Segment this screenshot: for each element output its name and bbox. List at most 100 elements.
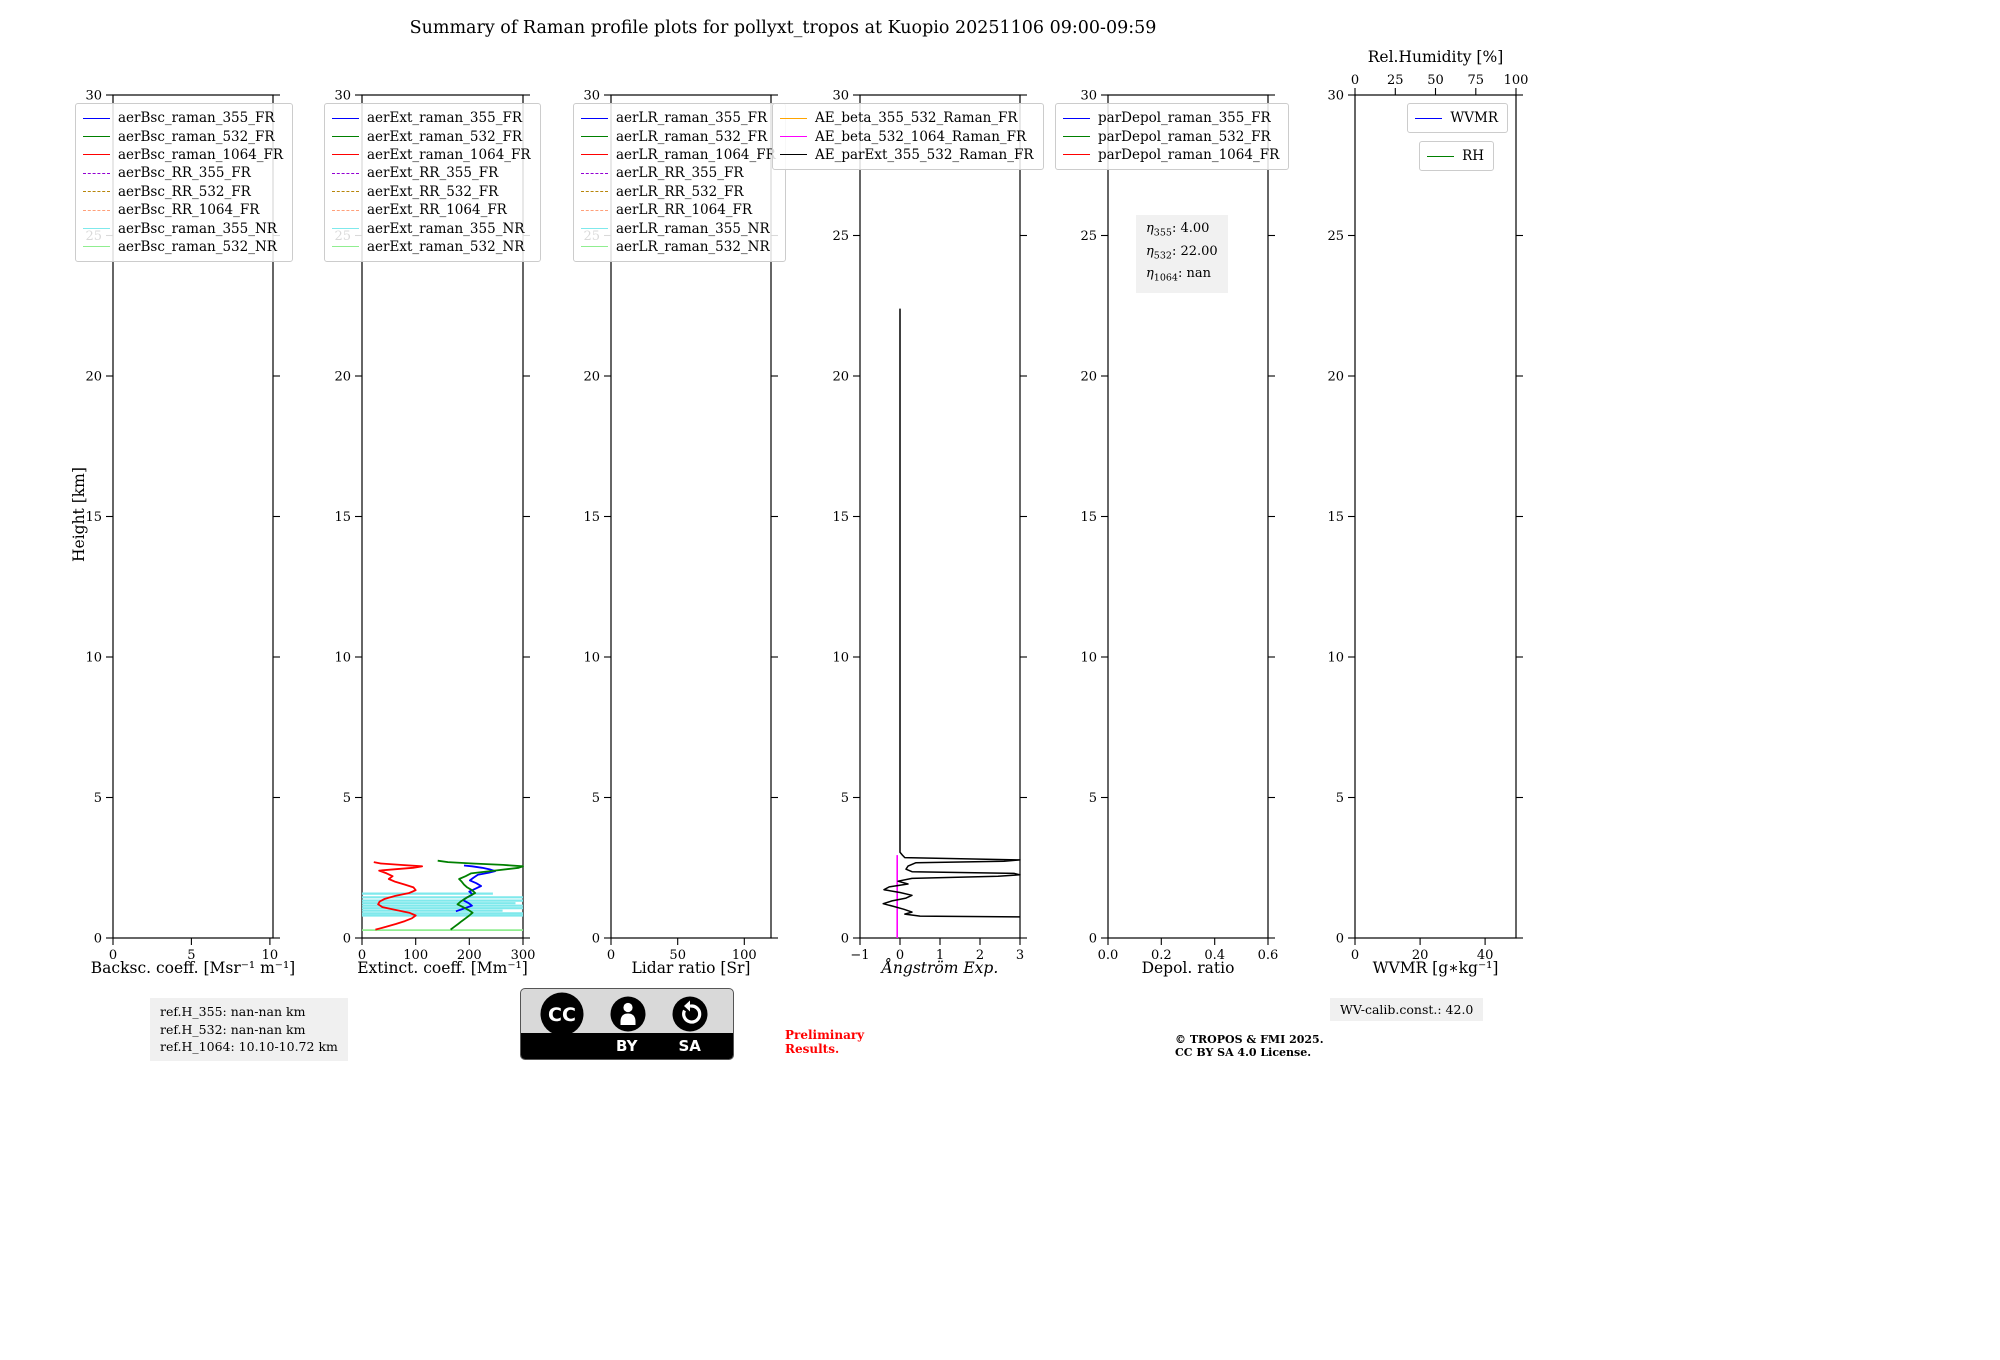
legend-line-sample	[581, 136, 608, 138]
legend-line-sample	[83, 246, 110, 248]
legend-label: aerLR_raman_1064_FR	[616, 146, 776, 163]
xtick-label: 40	[1477, 948, 1494, 963]
ref-h-355-text: ref.H_355: nan-nan km	[160, 1004, 306, 1019]
xtick-label: 50	[669, 948, 686, 963]
xlabel-backscatter: Backsc. coeff. [Msr⁻¹ m⁻¹]	[90, 959, 296, 977]
series-aerExt_raman_1064_FR	[373, 861, 423, 931]
legend-label: AE_beta_355_532_Raman_FR	[815, 110, 1018, 127]
xtick-label: 0	[109, 948, 117, 963]
legend-line-sample	[581, 172, 608, 174]
legend-label: aerExt_raman_532_NR	[367, 238, 525, 255]
legend-item: WVMR	[1415, 109, 1498, 127]
legend-line-sample	[780, 154, 807, 156]
legend-label: AE_beta_532_1064_Raman_FR	[815, 128, 1027, 145]
legend-line-sample	[332, 209, 359, 211]
cc-sa-arrow-icon	[672, 996, 708, 1032]
ytick-label: 25	[1080, 229, 1097, 244]
legend-item: aerExt_raman_1064_FR	[332, 146, 531, 164]
legend-item: aerLR_RR_1064_FR	[581, 201, 776, 219]
cc-sa-label: SA	[678, 1037, 701, 1055]
xtick-label: 0	[1351, 948, 1359, 963]
legend-line-sample	[581, 154, 608, 156]
legend-line-sample	[1063, 136, 1090, 138]
ytick-label: 30	[334, 89, 351, 104]
legend-item: aerLR_raman_532_FR	[581, 127, 776, 145]
xtick-label: 100	[732, 948, 757, 963]
top-axis-label: Rel.Humidity [%]	[1368, 48, 1504, 66]
xtick-label: 0.2	[1151, 948, 1172, 963]
ytick-label: 10	[1080, 651, 1097, 666]
legend-label: aerExt_RR_1064_FR	[367, 202, 507, 219]
cc-by-label: BY	[616, 1037, 638, 1055]
ytick-label: 15	[1080, 510, 1097, 525]
xtick-label: 0	[896, 948, 904, 963]
legend-label: WVMR	[1450, 110, 1498, 127]
eta-row-355: η355: 4.00	[1146, 221, 1210, 239]
legend-item: AE_parExt_355_532_Raman_FR	[780, 146, 1034, 164]
legend-label: aerBsc_raman_1064_FR	[118, 146, 284, 163]
legend-line-sample	[581, 246, 608, 248]
top-xtick-label: 0	[1351, 73, 1359, 88]
eta-row-532: η532: 22.00	[1146, 243, 1218, 262]
legend-angstrom: AE_beta_355_532_Raman_FR AE_beta_532_1064…	[772, 103, 1044, 171]
legend-line-sample	[83, 191, 110, 193]
xtick-label: 200	[457, 948, 482, 963]
xtick-label: 0.0	[1098, 948, 1119, 963]
legend-line-sample	[581, 228, 608, 230]
xtick-label: −1	[850, 948, 869, 963]
xtick-label: 1	[936, 948, 944, 963]
legend-lidar-ratio: aerLR_raman_355_FR aerLR_raman_532_FR aerL…	[573, 103, 786, 263]
series-aerExt_raman_532_FR	[437, 859, 524, 931]
legend-item: aerLR_raman_355_NR	[581, 219, 776, 237]
legend-label: aerLR_RR_355_FR	[616, 165, 744, 182]
legend-label: aerExt_raman_355_NR	[367, 220, 525, 237]
legend-item: aerLR_RR_532_FR	[581, 183, 776, 201]
legend-label: aerBsc_RR_532_FR	[118, 183, 251, 200]
xlabel-extinction: Extinct. coeff. [Mm⁻¹]	[357, 959, 528, 977]
legend-line-sample	[83, 117, 110, 119]
cc-strip: BY SA	[521, 1033, 733, 1059]
top-xtick-label: 75	[1468, 73, 1485, 88]
legend-label: parDepol_raman_1064_FR	[1098, 146, 1280, 163]
preliminary-note: Preliminary Results.	[785, 1028, 864, 1056]
ytick-label: 10	[85, 651, 102, 666]
legend-label: aerLR_raman_355_NR	[616, 220, 770, 237]
ytick-label: 30	[832, 89, 849, 104]
legend-item: AE_beta_355_532_Raman_FR	[780, 109, 1034, 127]
legend-item: parDepol_raman_355_FR	[1063, 109, 1279, 127]
legend-label: aerLR_RR_1064_FR	[616, 202, 753, 219]
legend-line-sample	[83, 154, 110, 156]
wv-calib-box: WV-calib.const.: 42.0	[1330, 998, 1484, 1021]
legend-wvmr-WVMR: WVMR	[1407, 103, 1508, 134]
legend-backscatter: aerBsc_raman_355_FR aerBsc_raman_532_FR ae…	[75, 103, 294, 263]
legend-label: aerExt_RR_532_FR	[367, 183, 499, 200]
cc-license-badge: CC BY SA	[520, 988, 734, 1060]
ytick-label: 0	[592, 932, 600, 947]
legend-line-sample	[332, 117, 359, 119]
xtick-label: 5	[187, 948, 195, 963]
legend-label: parDepol_raman_355_FR	[1098, 110, 1271, 127]
ytick-label: 25	[1327, 229, 1344, 244]
legend-item: aerExt_RR_1064_FR	[332, 201, 531, 219]
copyright-line1: © TROPOS & FMI 2025.	[1175, 1033, 1324, 1046]
ytick-label: 15	[1327, 510, 1344, 525]
legend-line-sample	[1063, 154, 1090, 156]
ytick-label: 15	[85, 510, 102, 525]
ref-h-532-text: ref.H_532: nan-nan km	[160, 1021, 306, 1037]
legend-depol: parDepol_raman_355_FR parDepol_raman_532_…	[1055, 103, 1290, 171]
legend-item: aerExt_raman_532_FR	[332, 127, 531, 145]
legend-item: aerLR_raman_1064_FR	[581, 146, 776, 164]
ytick-label: 20	[85, 370, 102, 385]
legend-line-sample	[332, 172, 359, 174]
xtick-label: 10	[262, 948, 279, 963]
ytick-label: 20	[583, 370, 600, 385]
legend-item: aerLR_raman_532_NR	[581, 238, 776, 256]
legend-item: parDepol_raman_1064_FR	[1063, 146, 1279, 164]
ytick-label: 30	[1080, 89, 1097, 104]
legend-line-sample	[581, 209, 608, 211]
series-aerExt_raman_355_FR	[455, 864, 496, 913]
legend-label: aerBsc_raman_355_NR	[118, 220, 277, 237]
legend-label: aerBsc_RR_355_FR	[118, 165, 251, 182]
